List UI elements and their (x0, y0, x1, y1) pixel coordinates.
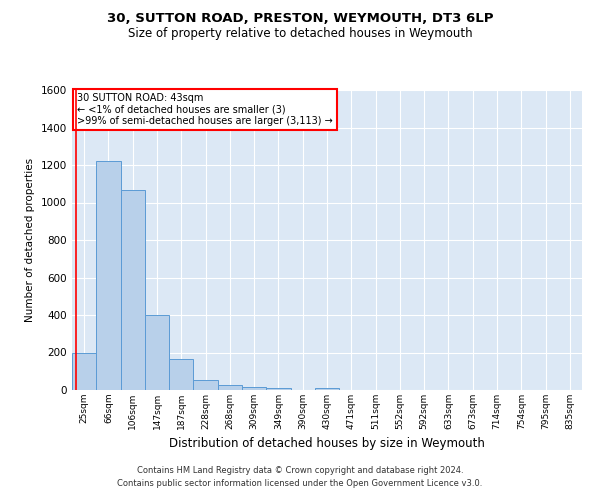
Text: 30 SUTTON ROAD: 43sqm
← <1% of detached houses are smaller (3)
>99% of semi-deta: 30 SUTTON ROAD: 43sqm ← <1% of detached … (77, 93, 333, 126)
Bar (96, 161, 121, 390)
Bar (121, 190, 145, 390)
Bar (72, 352, 96, 390)
Y-axis label: Number of detached properties: Number of detached properties (25, 158, 35, 322)
Bar (169, 359, 193, 390)
Bar (145, 315, 169, 390)
Bar (266, 388, 290, 390)
Text: Size of property relative to detached houses in Weymouth: Size of property relative to detached ho… (128, 28, 472, 40)
Bar (218, 386, 242, 390)
Bar (193, 380, 218, 390)
Text: 30, SUTTON ROAD, PRESTON, WEYMOUTH, DT3 6LP: 30, SUTTON ROAD, PRESTON, WEYMOUTH, DT3 … (107, 12, 493, 26)
X-axis label: Distribution of detached houses by size in Weymouth: Distribution of detached houses by size … (169, 438, 485, 450)
Bar (315, 388, 339, 390)
Bar (242, 387, 266, 390)
Text: Contains HM Land Registry data © Crown copyright and database right 2024.
Contai: Contains HM Land Registry data © Crown c… (118, 466, 482, 487)
